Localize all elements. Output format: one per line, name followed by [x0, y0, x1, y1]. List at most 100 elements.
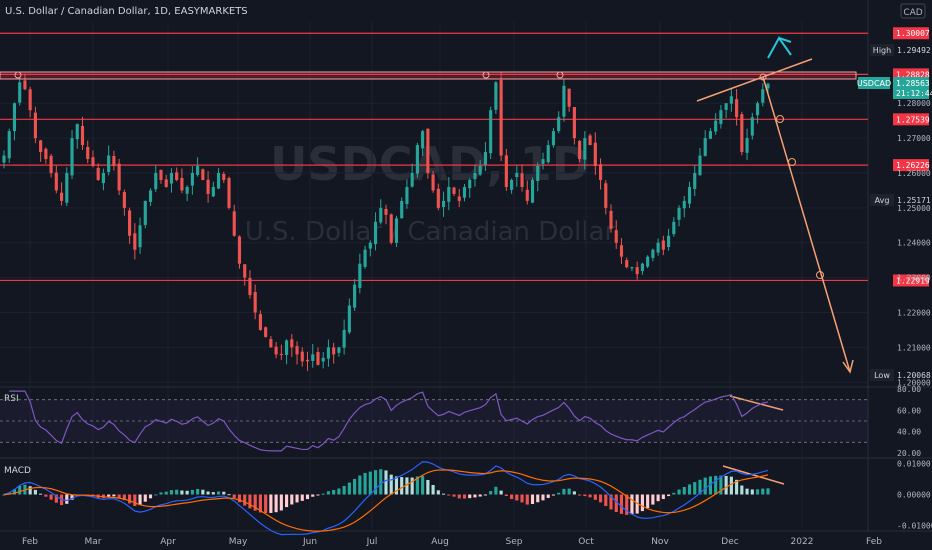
macd-histogram-bar	[358, 475, 362, 495]
symbol-badge-label: USDCAD	[857, 79, 891, 88]
candle-body	[216, 172, 221, 189]
macd-histogram-bar	[353, 478, 357, 495]
macd-histogram-bar	[169, 490, 174, 495]
candle-body	[148, 190, 153, 202]
candle-body	[206, 179, 210, 194]
price-tick-label: 1.20000	[897, 378, 931, 387]
macd-histogram-bar	[201, 489, 205, 495]
macd-histogram-bar	[415, 476, 419, 495]
level-badge	[893, 159, 929, 172]
macd-histogram-bar	[457, 494, 461, 499]
currency-label: CAD	[903, 8, 922, 18]
macd-histogram-bar	[567, 488, 571, 495]
time-tick-label: Aug	[431, 537, 449, 547]
macd-tick-label: 0.00000	[897, 491, 931, 500]
macd-histogram-bar	[389, 474, 393, 495]
macd-histogram-bar	[248, 494, 252, 509]
macd-histogram-bar	[551, 494, 556, 496]
candle-body	[698, 155, 702, 176]
rsi-line	[9, 390, 769, 452]
drawings	[0, 36, 857, 485]
candle-body	[410, 172, 414, 187]
candle-body	[154, 172, 158, 190]
macd-histogram-bar	[206, 491, 210, 495]
price-tick-label: 1.23000	[897, 274, 931, 283]
macd-histogram-bar	[159, 492, 163, 495]
candle-body	[96, 167, 100, 180]
candle-body	[232, 211, 236, 236]
candle-body	[122, 192, 126, 208]
rising-trendline[interactable]	[696, 58, 813, 102]
candle-body	[80, 125, 85, 146]
time-tick-label: Jun	[302, 537, 317, 547]
symbol-badge[interactable]	[858, 77, 890, 89]
high-label: High	[873, 46, 891, 55]
macd-histogram-bar	[745, 488, 749, 495]
candle-body	[614, 230, 618, 243]
time-tick-label: Nov	[651, 537, 669, 547]
macd-histogram-bar	[253, 494, 257, 511]
time-tick-label: Mar	[85, 537, 102, 547]
candle-body	[2, 155, 6, 163]
level-badge	[893, 27, 929, 40]
chart-title: U.S. Dollar / Canadian Dollar, 1D, EASYM…	[5, 6, 248, 17]
touch-marker	[759, 73, 767, 81]
projection-path[interactable]	[762, 76, 851, 373]
candle-body	[133, 233, 137, 250]
candle-body	[164, 179, 168, 187]
macd-histogram-bar	[609, 494, 613, 510]
candle-body	[656, 242, 660, 253]
macd-divergence-line[interactable]	[722, 465, 785, 485]
candle-body	[39, 140, 43, 153]
macd-histogram-bar	[28, 486, 32, 495]
candle-body	[604, 183, 608, 208]
candle-body	[18, 82, 22, 103]
horizontal-levels: 1.30007 1.28828 1.27539 1.26226 1.22919	[0, 27, 930, 287]
macd-histogram-bar	[735, 479, 739, 495]
macd-histogram-bar	[478, 494, 482, 497]
price-tick-label: 1.27000	[897, 134, 931, 143]
candle-body	[583, 138, 587, 160]
macd-histogram-bar	[148, 494, 153, 499]
rsi-tick-label: 20.00	[897, 449, 921, 458]
macd-histogram-bar	[122, 494, 126, 501]
candle-body	[708, 131, 713, 139]
macd-histogram-bar	[326, 491, 331, 495]
macd-tick-label: -0.01000	[897, 521, 932, 530]
candle-body	[269, 339, 273, 348]
macd-histogram-bar	[379, 469, 383, 495]
candle-body	[373, 221, 378, 245]
level-value: 1.27539	[896, 115, 930, 124]
currency-badge[interactable]	[900, 3, 926, 19]
rsi-tick-label: 40.00	[897, 428, 921, 437]
candle-body	[719, 110, 723, 124]
candle-body	[415, 145, 419, 174]
low-label-badge	[870, 369, 894, 381]
macd-histogram-bar	[143, 494, 147, 502]
resistance-zone[interactable]	[0, 71, 857, 80]
touch-marker	[482, 71, 490, 79]
macd-histogram-bar	[625, 494, 629, 515]
macd-histogram-bar	[258, 494, 262, 513]
macd-histogram-bar	[347, 482, 351, 495]
candle-body	[405, 186, 409, 204]
level-value: 1.22919	[896, 276, 930, 285]
candle-body	[117, 163, 121, 191]
candle-body	[12, 103, 17, 132]
candle-body	[452, 187, 456, 194]
rsi-title: RSI	[4, 394, 19, 404]
macd-histogram-bar	[321, 493, 325, 495]
macd-histogram-bar	[462, 494, 467, 499]
candle-body	[7, 131, 11, 159]
macd-histogram-bar	[604, 494, 608, 506]
candle-body	[180, 177, 184, 191]
rsi-divergence-line[interactable]	[729, 395, 784, 411]
macd-histogram-bar	[755, 489, 760, 495]
candle-body	[28, 89, 32, 111]
waypoint-marker	[788, 158, 796, 166]
price-badges: High 1.29492 USDCAD 1.28563 21:12:44 Avg…	[857, 44, 932, 381]
candle-body	[300, 351, 304, 362]
candle-body	[630, 267, 634, 269]
candle-body	[724, 103, 728, 110]
